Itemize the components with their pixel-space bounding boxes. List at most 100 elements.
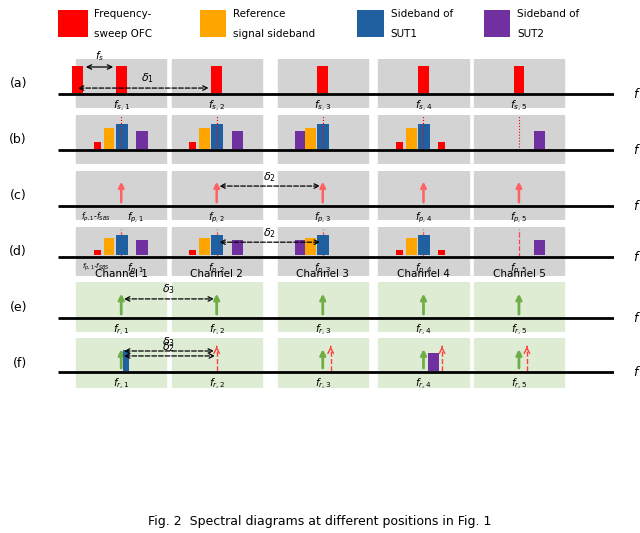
Bar (278, 338, 368, 388)
Bar (378, 59, 468, 108)
Text: $f_{r,1}$: $f_{r,1}$ (113, 377, 129, 392)
Bar (514, 67, 524, 93)
Text: Channel 2: Channel 2 (190, 269, 243, 279)
Text: $f_{p,2}$: $f_{p,2}$ (208, 211, 225, 225)
Text: $f_{r,3}$: $f_{r,3}$ (314, 323, 331, 338)
Text: $\delta_2$: $\delta_2$ (263, 170, 276, 183)
Text: Channel 3: Channel 3 (296, 269, 349, 279)
Text: $\delta_1$: $\delta_1$ (141, 71, 154, 85)
Text: Channel 1: Channel 1 (95, 269, 148, 279)
Text: $\delta_3$: $\delta_3$ (163, 335, 175, 349)
Text: $f_{r,5}$: $f_{r,5}$ (511, 323, 527, 338)
Text: $f_{p,5}$: $f_{p,5}$ (511, 261, 527, 276)
Bar (116, 124, 127, 149)
Bar (76, 59, 166, 108)
Text: SUT2: SUT2 (517, 29, 544, 39)
Bar (136, 131, 148, 149)
Text: $f_{p,1}$-$f_{SBS}$: $f_{p,1}$-$f_{SBS}$ (81, 211, 111, 224)
Bar (295, 240, 307, 255)
Bar (58, 10, 88, 37)
Text: $f_{s,4}$: $f_{s,4}$ (415, 99, 432, 114)
Text: $f_{r,1}$: $f_{r,1}$ (113, 323, 129, 338)
Bar (72, 67, 83, 93)
Bar (211, 67, 222, 93)
Bar (305, 238, 316, 255)
Bar (104, 238, 115, 255)
Bar (104, 128, 115, 149)
Text: $f_{r,2}$: $f_{r,2}$ (209, 323, 225, 338)
Bar (278, 115, 368, 164)
Text: $f_{r,4}$: $f_{r,4}$ (415, 323, 432, 338)
Bar (189, 142, 196, 149)
Bar (211, 235, 223, 255)
Bar (406, 238, 417, 255)
Text: sweep OFC: sweep OFC (94, 29, 152, 39)
Bar (534, 131, 545, 149)
Bar (378, 338, 468, 388)
Bar (418, 235, 430, 255)
Bar (474, 227, 564, 276)
Bar (93, 250, 100, 255)
Text: Frequency-: Frequency- (94, 9, 151, 19)
Bar (474, 59, 564, 108)
Text: $f$: $f$ (633, 249, 640, 263)
Bar (396, 250, 403, 255)
Bar (378, 282, 468, 332)
Bar (406, 128, 417, 149)
Text: $\delta_3$: $\delta_3$ (163, 282, 175, 296)
Bar (172, 171, 262, 220)
Bar (211, 124, 223, 149)
Bar (232, 131, 243, 149)
Bar (199, 238, 210, 255)
Bar (438, 250, 445, 255)
Bar (295, 131, 307, 149)
Text: $f_{r,5}$: $f_{r,5}$ (511, 377, 527, 392)
Bar (189, 250, 196, 255)
Text: Channel 5: Channel 5 (493, 269, 545, 279)
Text: $f_{r,2}$: $f_{r,2}$ (209, 377, 225, 392)
Bar (438, 142, 445, 149)
Text: $f_{p,1}$-$f_{SBS}$: $f_{p,1}$-$f_{SBS}$ (82, 261, 109, 273)
Bar (200, 10, 227, 37)
Text: $f_{p,1}$: $f_{p,1}$ (127, 261, 143, 276)
Bar (474, 282, 564, 332)
Bar (278, 171, 368, 220)
Bar (278, 227, 368, 276)
Bar (136, 240, 148, 255)
Text: $f_{p,5}$: $f_{p,5}$ (511, 211, 527, 225)
Text: (d): (d) (9, 245, 27, 258)
Bar (474, 338, 564, 388)
Bar (172, 338, 262, 388)
Bar (378, 227, 468, 276)
Text: Sideband of: Sideband of (390, 9, 453, 19)
Text: $f_{r,3}$: $f_{r,3}$ (314, 377, 331, 392)
Bar (172, 115, 262, 164)
Text: $f_{p,4}$: $f_{p,4}$ (415, 211, 432, 225)
Bar (418, 67, 429, 93)
Text: $f_{r,4}$: $f_{r,4}$ (415, 377, 432, 392)
Text: (f): (f) (13, 357, 27, 370)
Bar (474, 115, 564, 164)
Text: $\delta_2$: $\delta_2$ (163, 340, 175, 353)
Bar (317, 235, 329, 255)
Text: Channel 4: Channel 4 (397, 269, 450, 279)
Text: $f_{p,3}$: $f_{p,3}$ (314, 211, 332, 225)
Text: $f_{p,1}$: $f_{p,1}$ (127, 211, 143, 225)
Bar (116, 235, 127, 255)
Text: $f_{s,5}$: $f_{s,5}$ (510, 99, 527, 114)
Bar (317, 124, 329, 149)
Text: (e): (e) (10, 301, 27, 314)
Text: Sideband of: Sideband of (517, 9, 579, 19)
Bar (76, 338, 166, 388)
Bar (378, 171, 468, 220)
Bar (357, 10, 384, 37)
Text: Fig. 2  Spectral diagrams at different positions in Fig. 1: Fig. 2 Spectral diagrams at different po… (148, 515, 492, 528)
Text: $f$: $f$ (633, 311, 640, 325)
Bar (172, 282, 262, 332)
Bar (124, 350, 129, 371)
Text: (a): (a) (10, 77, 27, 90)
Text: Reference: Reference (233, 9, 285, 19)
Text: $f$: $f$ (633, 365, 640, 379)
Text: $f_{s,3}$: $f_{s,3}$ (314, 99, 332, 114)
Bar (317, 67, 328, 93)
